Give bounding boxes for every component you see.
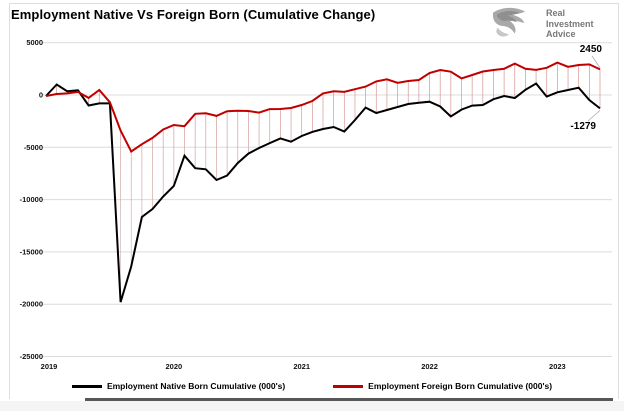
legend-item-native: Employment Native Born Cumulative (000's… xyxy=(71,381,286,391)
brand-line-3: Advice xyxy=(546,29,576,39)
foreign-end-value-label: 2450 xyxy=(579,44,602,55)
brand-name: Real Investment Advice xyxy=(546,8,594,40)
foreign-label-leader xyxy=(591,55,601,69)
legend-item-foreign: Employment Foreign Born Cumulative (000'… xyxy=(333,381,552,391)
ytick--20000: -20000 xyxy=(20,300,43,309)
ytick--25000: -25000 xyxy=(20,352,43,361)
brand-logo: Real Investment Advice xyxy=(490,6,610,44)
legend-label-native: Employment Native Born Cumulative (000's… xyxy=(106,381,286,391)
xtick-2021: 2021 xyxy=(293,362,310,371)
native-series-line xyxy=(45,82,601,303)
chart-frame xyxy=(9,3,619,399)
xtick-2020: 2020 xyxy=(166,362,183,371)
bottom-divider xyxy=(85,398,613,401)
chart-title: Employment Native Vs Foreign Born (Cumul… xyxy=(11,7,376,22)
ytick-5000: 5000 xyxy=(26,38,43,47)
xtick-2022: 2022 xyxy=(421,362,438,371)
xtick-2023: 2023 xyxy=(549,362,566,371)
bottom-margin xyxy=(0,401,624,411)
chart-legend: Employment Native Born Cumulative (000's… xyxy=(0,381,624,391)
ytick--10000: -10000 xyxy=(20,195,43,204)
brand-line-1: Real xyxy=(546,8,566,18)
foreign-line-swatch xyxy=(333,384,364,388)
eagle-icon xyxy=(490,7,532,41)
legend-label-foreign: Employment Foreign Born Cumulative (000'… xyxy=(368,381,553,391)
brand-line-2: Investment xyxy=(546,18,594,29)
ytick--15000: -15000 xyxy=(20,247,43,256)
native-label-leader xyxy=(587,110,601,122)
native-end-value-label: -1279 xyxy=(570,121,596,132)
native-line-swatch xyxy=(71,384,102,388)
xtick-2019: 2019 xyxy=(41,362,58,371)
foreign-series-line xyxy=(45,61,601,153)
ytick-0: 0 xyxy=(39,91,43,100)
ytick--5000: -5000 xyxy=(24,143,43,152)
